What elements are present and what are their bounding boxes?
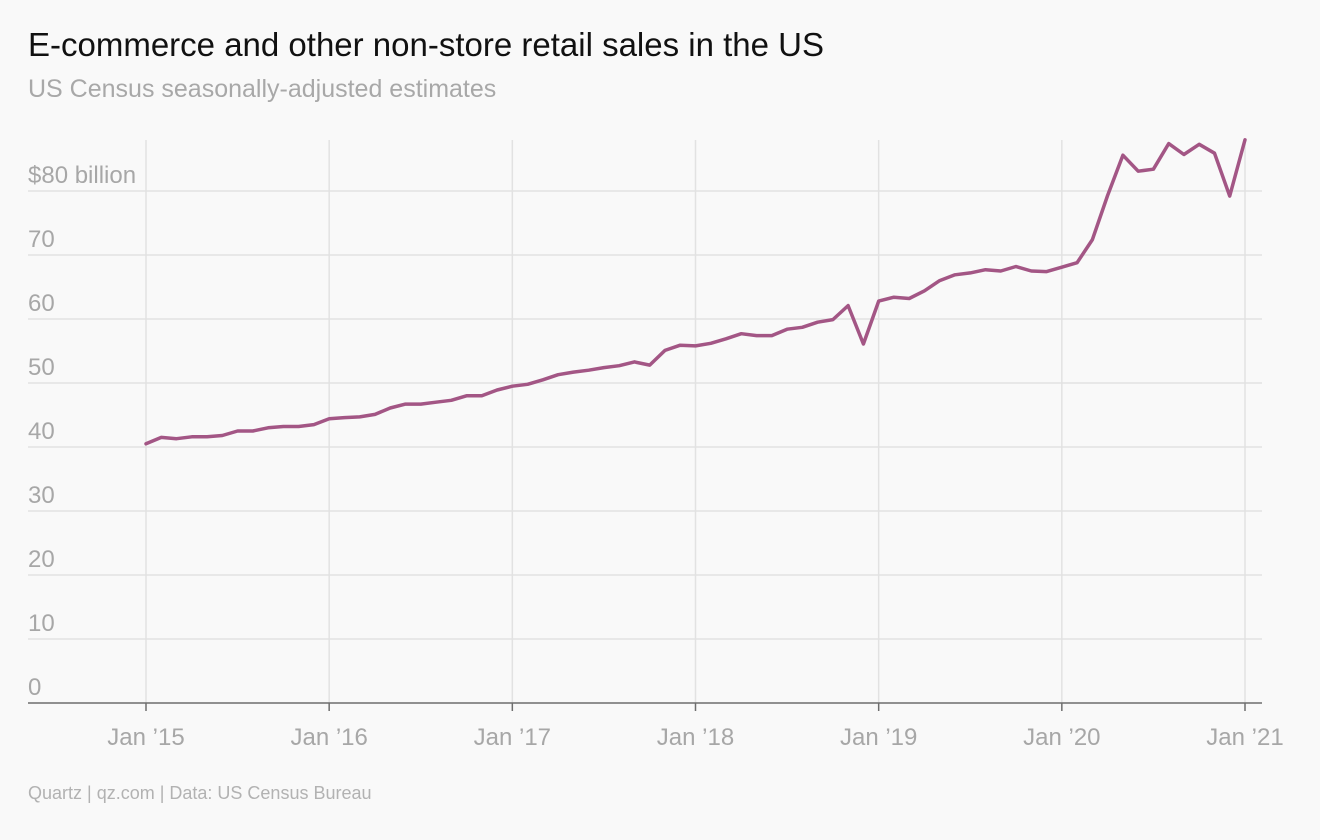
y-tick-labels: 0 10 20 30 40 50 60 70 $80 billion — [28, 162, 136, 701]
series-line — [144, 138, 1247, 446]
x-tick-labels: Jan ’15 Jan ’16 Jan ’17 Jan ’18 Jan ’19 Jan ’… — [107, 724, 1283, 751]
y-tick-label: 0 — [28, 674, 41, 701]
y-tick-label: 40 — [28, 418, 55, 445]
x-tick-label: Jan ’17 — [474, 724, 551, 751]
x-tick-label: Jan ’15 — [107, 724, 184, 751]
x-tick-label: Jan ’20 — [1023, 724, 1100, 751]
x-tick-label: Jan ’18 — [657, 724, 734, 751]
x-tick-label: Jan ’16 — [290, 724, 367, 751]
x-gridlines — [145, 140, 1246, 711]
source-footer: Quartz | qz.com | Data: US Census Bureau — [28, 783, 372, 803]
chart-title: E-commerce and other non-store retail sa… — [28, 26, 825, 63]
y-tick-label: 30 — [28, 482, 55, 509]
y-tick-label: $80 billion — [28, 162, 136, 189]
chart-subtitle: US Census seasonally-adjusted estimates — [28, 75, 497, 103]
series-group — [144, 138, 1247, 446]
y-tick-label: 60 — [28, 290, 55, 317]
x-tick-label: Jan ’21 — [1206, 724, 1283, 751]
y-tick-label: 50 — [28, 354, 55, 381]
y-tick-label: 10 — [28, 610, 55, 637]
y-tick-label: 20 — [28, 546, 55, 573]
x-tick-label: Jan ’19 — [840, 724, 917, 751]
y-gridlines — [28, 190, 1262, 640]
y-tick-label: 70 — [28, 226, 55, 253]
